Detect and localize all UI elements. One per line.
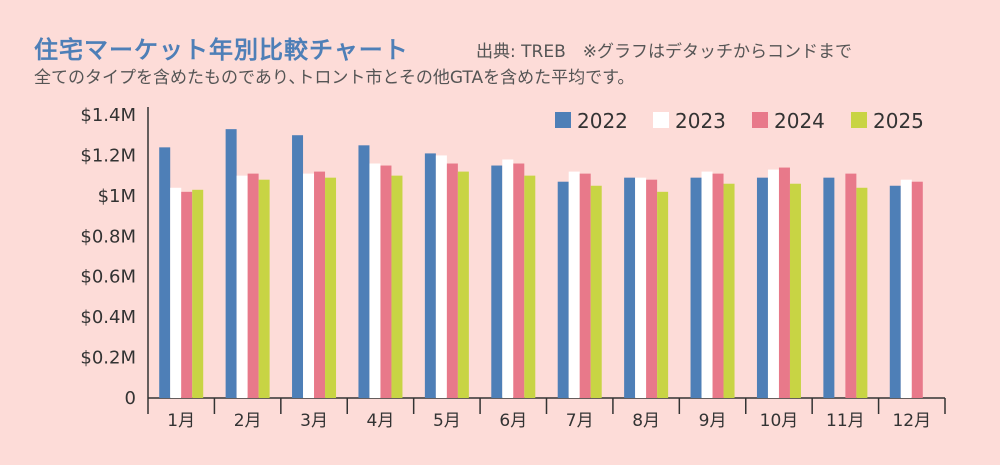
bar-2022-4 bbox=[358, 145, 370, 398]
bar-2023-4 bbox=[369, 163, 381, 398]
bar-2022-5 bbox=[424, 153, 436, 398]
bar-2023-1 bbox=[170, 187, 182, 398]
bar-2024-1 bbox=[181, 191, 193, 398]
bar-2023-7 bbox=[568, 171, 580, 398]
bar-2025-11 bbox=[856, 187, 868, 398]
y-tick-label: $0.6M bbox=[80, 267, 136, 288]
x-tick-label: 5月 bbox=[433, 411, 461, 431]
x-tick-label: 7月 bbox=[566, 411, 594, 431]
bar-2023-8 bbox=[635, 177, 647, 398]
bar-2025-8 bbox=[657, 191, 669, 398]
x-tick-label: 1月 bbox=[167, 411, 195, 431]
bar-2022-7 bbox=[557, 181, 569, 398]
chart-title: 住宅マーケット年別比較チャート bbox=[34, 36, 409, 64]
bar-2022-10 bbox=[756, 177, 768, 398]
y-tick-label: $1.2M bbox=[80, 145, 136, 166]
x-tick-label: 2月 bbox=[234, 411, 262, 431]
bar-2024-3 bbox=[314, 171, 326, 398]
bar-2024-8 bbox=[646, 179, 658, 398]
bar-2024-10 bbox=[778, 167, 790, 398]
bar-2025-2 bbox=[258, 179, 270, 398]
bar-2025-1 bbox=[192, 189, 204, 398]
bar-2023-9 bbox=[701, 171, 713, 398]
x-axis: 1月 2月 3月 4月 5月 6月 7月 8月 9月 10月 11月 12月 bbox=[147, 397, 946, 431]
y-tick-label: $0.4M bbox=[80, 307, 136, 328]
bar-2023-5 bbox=[435, 155, 447, 398]
bar-2022-2 bbox=[225, 129, 237, 398]
x-tick-label: 9月 bbox=[699, 411, 727, 431]
y-tick-label: $0.8M bbox=[80, 226, 136, 247]
bars bbox=[159, 129, 923, 398]
bar-2025-10 bbox=[789, 183, 801, 398]
bar-2022-6 bbox=[491, 165, 503, 398]
bar-2025-4 bbox=[391, 175, 403, 398]
bar-2022-3 bbox=[292, 135, 304, 398]
y-tick-label: $0.2M bbox=[80, 348, 136, 369]
bar-2023-3 bbox=[303, 173, 315, 398]
x-tick-label: 4月 bbox=[367, 411, 395, 431]
legend-swatch-2023 bbox=[653, 112, 669, 128]
legend-label-2023: 2023 bbox=[675, 109, 726, 133]
bar-2022-12 bbox=[889, 185, 901, 398]
x-tick-label: 3月 bbox=[300, 411, 328, 431]
x-tick-label: 10月 bbox=[760, 411, 799, 431]
legend-label-2022: 2022 bbox=[577, 109, 628, 133]
bar-2023-2 bbox=[236, 175, 248, 398]
legend-swatch-2025 bbox=[851, 112, 867, 128]
bar-2024-9 bbox=[712, 173, 724, 398]
bar-2025-9 bbox=[723, 183, 735, 398]
bar-2024-4 bbox=[380, 165, 392, 398]
bar-2024-12 bbox=[911, 181, 923, 398]
x-tick-label: 12月 bbox=[892, 411, 931, 431]
y-tick-label: 0 bbox=[125, 388, 136, 409]
x-tick-label: 8月 bbox=[632, 411, 660, 431]
source-note: 出典: TREB ※グラフはデタッチからコンドまで bbox=[476, 42, 852, 62]
bar-2023-12 bbox=[900, 179, 912, 398]
bar-2022-11 bbox=[823, 177, 835, 398]
y-tick-label: $1.4M bbox=[80, 105, 136, 126]
bar-2024-2 bbox=[247, 173, 259, 398]
y-axis: 0 $0.2M $0.4M $0.6M $0.8M $1M $1.2M $1.4M bbox=[80, 105, 149, 409]
legend: 2022 2023 2024 2025 bbox=[555, 109, 924, 133]
legend-label-2025: 2025 bbox=[873, 109, 924, 133]
bar-2024-6 bbox=[513, 163, 525, 398]
bar-2025-7 bbox=[590, 185, 602, 398]
description-note: 全てのタイプを含めたものであり､トロント市とその他GTAを含めた平均です。 bbox=[34, 68, 635, 88]
bar-2023-6 bbox=[502, 159, 514, 398]
legend-swatch-2024 bbox=[752, 112, 768, 128]
x-tick-label: 6月 bbox=[499, 411, 527, 431]
legend-swatch-2022 bbox=[555, 112, 571, 128]
bar-2024-11 bbox=[845, 173, 857, 398]
bar-2024-5 bbox=[446, 163, 458, 398]
bar-2022-9 bbox=[690, 177, 702, 398]
bar-2022-1 bbox=[159, 147, 171, 398]
bar-2025-6 bbox=[524, 175, 536, 398]
bar-2023-10 bbox=[767, 169, 779, 398]
legend-label-2024: 2024 bbox=[774, 109, 825, 133]
x-tick-label: 11月 bbox=[826, 411, 865, 431]
bar-2022-8 bbox=[624, 177, 636, 398]
y-tick-label: $1M bbox=[98, 186, 136, 207]
bar-2025-3 bbox=[325, 177, 337, 398]
bar-2024-7 bbox=[579, 173, 591, 398]
bar-2025-5 bbox=[457, 171, 469, 398]
